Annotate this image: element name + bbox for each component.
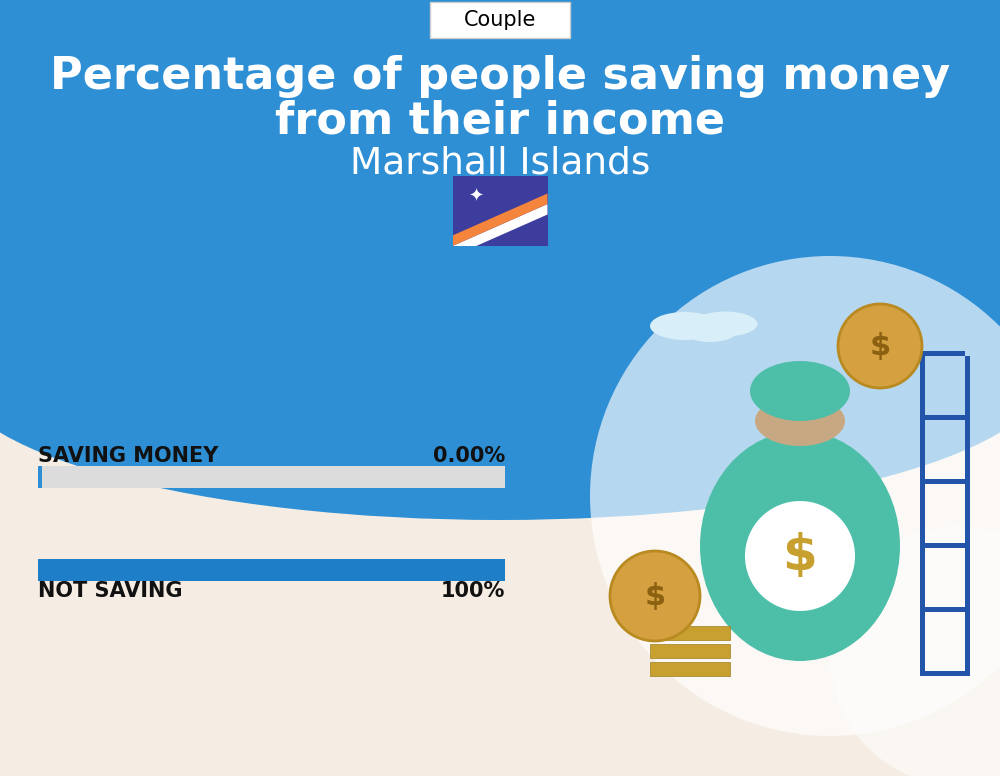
Text: SAVING MONEY: SAVING MONEY — [38, 446, 218, 466]
Circle shape — [745, 501, 855, 611]
Text: 0.00%: 0.00% — [433, 446, 505, 466]
FancyBboxPatch shape — [650, 626, 730, 640]
FancyBboxPatch shape — [452, 176, 548, 246]
Bar — [920, 479, 965, 484]
Ellipse shape — [755, 396, 845, 446]
Ellipse shape — [682, 320, 738, 342]
Text: $: $ — [644, 581, 666, 611]
Circle shape — [610, 551, 700, 641]
Bar — [920, 543, 965, 548]
Bar — [920, 351, 965, 356]
FancyBboxPatch shape — [38, 466, 505, 488]
Ellipse shape — [0, 220, 1000, 520]
Text: from their income: from their income — [275, 99, 725, 143]
Polygon shape — [452, 204, 548, 257]
FancyBboxPatch shape — [650, 644, 730, 658]
Ellipse shape — [692, 311, 758, 337]
Bar — [920, 415, 965, 420]
Text: 100%: 100% — [441, 581, 505, 601]
Bar — [965, 356, 970, 676]
Text: NOT SAVING: NOT SAVING — [38, 581, 182, 601]
Circle shape — [838, 304, 922, 388]
Ellipse shape — [750, 361, 850, 421]
Text: $: $ — [783, 532, 817, 580]
Bar — [920, 607, 965, 612]
Circle shape — [590, 256, 1000, 736]
Ellipse shape — [650, 312, 720, 340]
Text: Percentage of people saving money: Percentage of people saving money — [50, 54, 950, 98]
Bar — [0, 0, 1000, 370]
Bar — [920, 356, 925, 676]
Text: ✦: ✦ — [469, 188, 484, 206]
Circle shape — [830, 526, 1000, 776]
Text: Marshall Islands: Marshall Islands — [350, 146, 650, 182]
Text: Couple: Couple — [464, 10, 536, 30]
Ellipse shape — [700, 431, 900, 661]
Bar — [920, 671, 965, 676]
FancyBboxPatch shape — [38, 466, 42, 488]
Polygon shape — [452, 193, 548, 246]
FancyBboxPatch shape — [38, 559, 505, 581]
FancyBboxPatch shape — [430, 2, 570, 38]
Text: $: $ — [869, 331, 891, 361]
FancyBboxPatch shape — [650, 662, 730, 676]
